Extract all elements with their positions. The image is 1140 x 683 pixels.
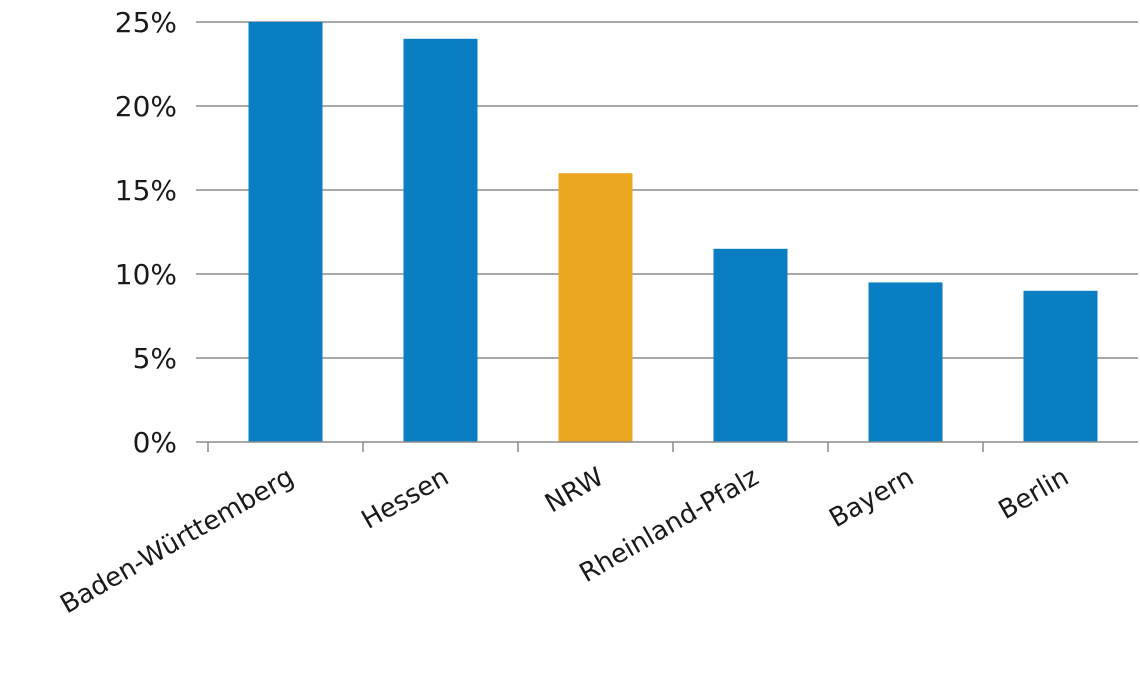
x-tick-label: NRW: [540, 462, 609, 519]
y-tick-label: 10%: [115, 258, 177, 291]
y-tick-label: 25%: [115, 6, 177, 39]
bar-nrw: [558, 173, 633, 442]
x-axis-tick-labels: Baden-Württemberg Hessen NRWRheinland-Pfal…: [55, 462, 1074, 620]
y-axis-tick-labels: 0% 5% 10% 15% 20% 25%: [115, 6, 177, 459]
bar-berlin: [1023, 290, 1098, 442]
y-tick-label: 15%: [115, 174, 177, 207]
x-axis: [196, 441, 1138, 452]
bar-bayern: [868, 282, 943, 442]
y-tick-label: 20%: [115, 90, 177, 123]
bar-hessen: [403, 38, 478, 443]
x-tick-label: Berlin: [994, 462, 1074, 526]
bar-rheinland-pfalz: [713, 248, 788, 442]
x-tick-label: Bayern: [824, 462, 919, 534]
bars: [248, 22, 1098, 443]
x-tick-label: Baden-Württemberg: [55, 462, 299, 620]
x-tick-label: Hessen: [357, 462, 454, 536]
y-tick-label: 0%: [133, 426, 177, 459]
gridlines: [196, 21, 1138, 359]
y-tick-label: 5%: [133, 342, 177, 375]
bar-baden-w-rttemberg: [248, 22, 323, 442]
